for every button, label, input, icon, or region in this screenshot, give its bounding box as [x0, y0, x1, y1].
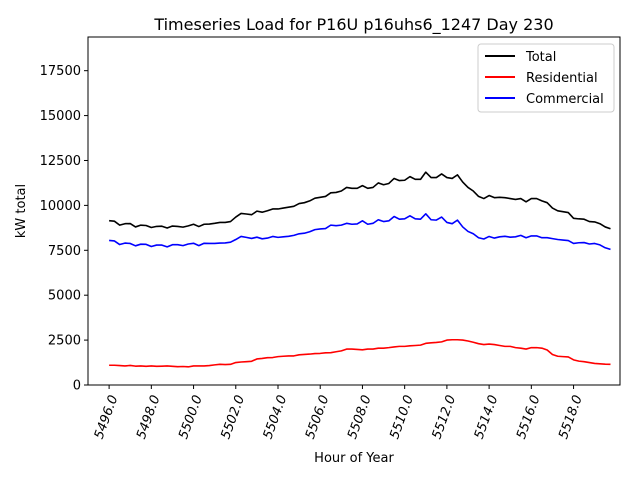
y-tick-label-7: 17500	[40, 64, 81, 79]
y-tick-label-0: 0	[73, 379, 81, 394]
chart-title: Timeseries Load for P16U p16uhs6_1247 Da…	[153, 15, 553, 35]
y-tick-label-5: 12500	[40, 154, 81, 169]
y-tick-label-6: 15000	[40, 109, 81, 124]
x-axis-label: Hour of Year	[314, 451, 394, 466]
legend-label-total: Total	[525, 50, 556, 65]
series-line-total	[109, 171, 611, 230]
y-tick-label-1: 2500	[48, 334, 81, 349]
y-tick-label-2: 5000	[48, 289, 81, 304]
legend-box	[477, 43, 615, 113]
series-line-commercial	[109, 213, 611, 251]
y-axis-label: kW total	[14, 184, 29, 238]
plot-frame	[87, 36, 621, 386]
y-tick-label-4: 10000	[40, 199, 81, 214]
y-tick-label-3: 7500	[48, 244, 81, 259]
legend-label-commercial: Commercial	[526, 92, 604, 107]
series-layer	[109, 171, 611, 368]
legend-label-residential: Residential	[526, 71, 598, 86]
series-line-residential	[109, 338, 611, 368]
y-axis: 0 2500 5000 7500 10000 12500 15000 17500	[40, 64, 88, 394]
legend: Total Residential Commercial	[477, 43, 615, 113]
